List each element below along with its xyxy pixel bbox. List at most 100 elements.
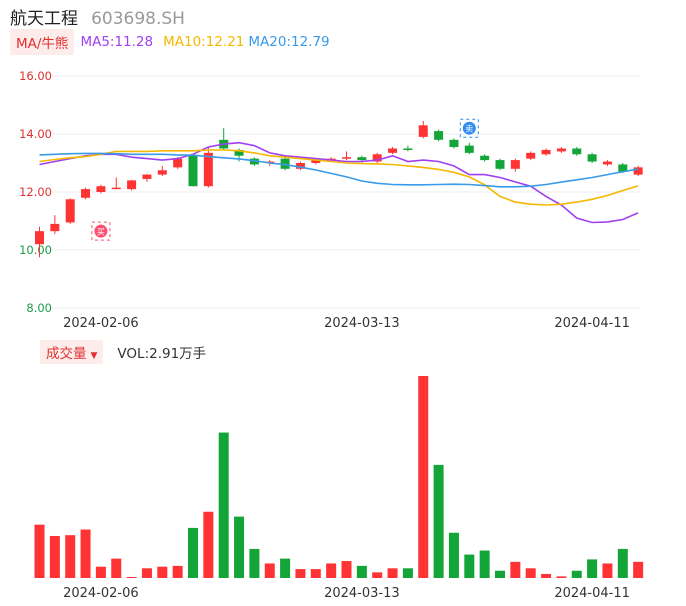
volume-bar	[464, 554, 475, 578]
candle-body	[449, 139, 459, 148]
volume-tag-dropdown[interactable]: 成交量 ▼	[40, 340, 104, 364]
candle-body	[434, 131, 444, 140]
price-grid	[52, 75, 640, 309]
volume-bar	[65, 535, 76, 578]
ma20-line	[39, 152, 639, 188]
volume-bar	[310, 569, 321, 578]
volume-bar	[556, 576, 567, 578]
volume-bar	[495, 570, 505, 578]
x-tick-label: 2024-03-13	[324, 586, 400, 601]
volume-bar	[326, 563, 337, 578]
volume-bar	[295, 569, 306, 578]
candle-body	[510, 160, 520, 169]
volume-bar	[218, 432, 229, 578]
y-tick-label: 16.00	[19, 69, 52, 83]
candle-body	[295, 163, 305, 169]
candle-body	[234, 149, 244, 156]
candle-body	[342, 157, 351, 159]
candle-body	[372, 154, 382, 162]
candle-body	[127, 180, 137, 190]
volume-bar	[126, 577, 137, 578]
volume-bar	[602, 563, 613, 578]
volume-bar	[541, 573, 552, 578]
candle-body	[203, 152, 213, 187]
volume-bar	[249, 548, 260, 578]
candle-body	[157, 170, 167, 175]
ma5-value: MA5:11.28	[80, 34, 154, 50]
sell-marker-text: 卖	[465, 125, 473, 134]
candle-body	[50, 223, 60, 232]
volume-bar	[356, 565, 367, 578]
volume-bar	[633, 561, 644, 578]
buy-marker: 买	[91, 221, 111, 241]
y-tick-label: 10.00	[19, 243, 52, 257]
volume-bar	[418, 376, 429, 578]
candle-body	[418, 125, 428, 137]
ma10-value: MA10:12.21	[163, 34, 245, 50]
candle-body	[602, 161, 612, 165]
candle-body	[280, 158, 290, 169]
ma-tag-button[interactable]: MA/牛熊	[10, 29, 75, 55]
candle-body	[96, 186, 106, 192]
volume-bar	[188, 527, 198, 578]
volume-bar	[479, 550, 490, 578]
volume-bar	[372, 572, 383, 578]
candle-body	[403, 148, 413, 150]
candle-body	[633, 167, 643, 175]
volume-bar	[617, 548, 628, 578]
candle-body	[541, 149, 551, 155]
candle-body	[173, 158, 183, 168]
y-tick-label: 8.00	[26, 301, 52, 315]
buy-marker-icon	[94, 224, 108, 238]
chevron-down-icon: ▼	[90, 351, 98, 361]
buy-marker-text: 买	[97, 228, 105, 237]
stock-name: 航天工程	[10, 9, 78, 29]
candle-body	[35, 231, 44, 245]
candle-body	[587, 154, 597, 162]
ma-lines	[39, 141, 639, 224]
candle-body	[388, 148, 398, 153]
volume-bar	[80, 529, 91, 578]
y-tick-label: 14.00	[19, 127, 52, 141]
x-tick-label: 2024-04-11	[554, 316, 630, 331]
volume-bar	[49, 535, 60, 578]
volume-bar	[433, 464, 444, 578]
volume-tag-label: 成交量	[46, 346, 87, 362]
x-tick-label: 2024-02-06	[63, 586, 139, 601]
trade-markers: 买卖	[91, 118, 479, 241]
price-axis-labels: 16.00 14.00 12.00 10.00 8.00	[19, 69, 52, 315]
candle-body	[618, 164, 628, 172]
candle-body	[526, 152, 536, 159]
volume-bar	[34, 524, 45, 578]
candle-body	[464, 145, 474, 153]
sell-marker: 卖	[459, 118, 479, 138]
volume-bar	[111, 558, 122, 578]
candle-body	[65, 199, 75, 223]
ma-legend: MA/牛熊 MA5:11.28 MA10:12.21 MA20:12.79	[10, 29, 330, 55]
candle-body	[311, 160, 321, 163]
volume-bar	[510, 561, 521, 578]
candle-body	[81, 189, 91, 198]
candle-body	[556, 148, 566, 152]
volume-bar	[387, 568, 398, 578]
candle-body	[142, 174, 152, 179]
candle-body	[572, 148, 582, 155]
volume-bar	[264, 563, 275, 578]
volume-bar	[95, 566, 106, 578]
volume-bar	[341, 561, 352, 578]
candle-body	[188, 155, 198, 187]
stock-code: 603698.SH	[91, 9, 185, 29]
x-tick-label: 2024-03-13	[324, 316, 400, 331]
volume-bar	[234, 516, 245, 578]
ma10-line	[39, 149, 639, 206]
volume-bars	[34, 376, 644, 578]
volume-bar	[157, 566, 168, 578]
volume-bar	[448, 532, 459, 578]
volume-bar	[587, 559, 598, 578]
x-tick-label: 2024-04-11	[554, 586, 630, 601]
candle-body	[357, 157, 367, 161]
buy-marker-frame	[91, 221, 111, 241]
sell-marker-icon	[462, 121, 476, 135]
date-axis-labels-bottom: 2024-02-06 2024-03-13 2024-04-11	[63, 586, 630, 601]
